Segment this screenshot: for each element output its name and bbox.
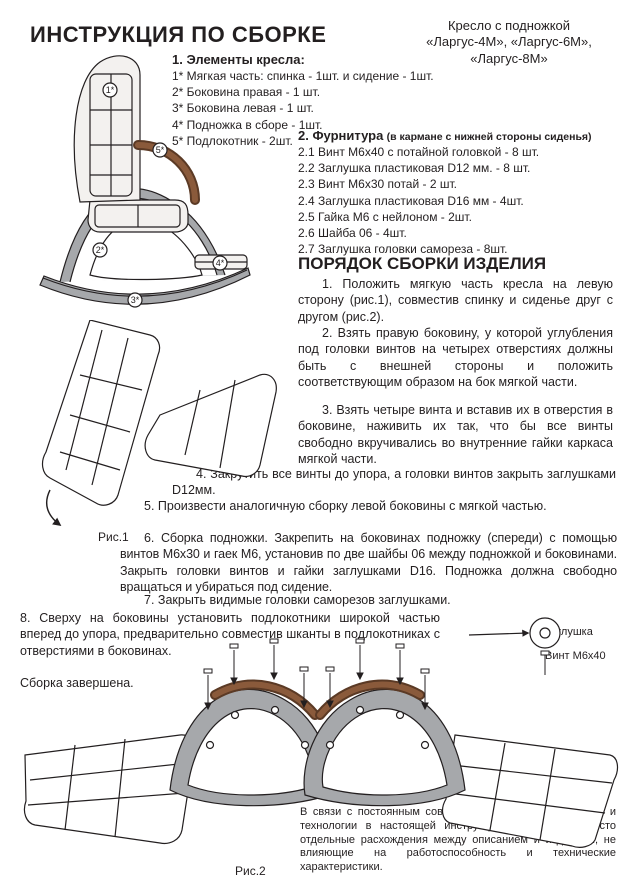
assembly-order-heading: ПОРЯДОК СБОРКИ ИЗДЕЛИЯ [298, 254, 546, 274]
hardware-heading-label: 2. Фурнитура [298, 128, 383, 143]
svg-text:4*: 4* [216, 258, 225, 268]
hardware-list: 2.1 Винт М6х40 с потайной головкой - 8 ш… [298, 144, 539, 257]
hardware-item: 2.4 Заглушка пластиковая D16 мм - 4шт. [298, 193, 539, 209]
product-name: Кресло с подножкой «Ларгус-4М», «Ларгус-… [399, 18, 619, 67]
product-line-2: «Ларгус-4М», «Ларгус-6М», [426, 34, 592, 49]
hardware-item: 2.2 Заглушка пластиковая D12 мм. - 8 шт. [298, 160, 539, 176]
hardware-item: 2.5 Гайка М6 с нейлоном - 2шт. [298, 209, 539, 225]
svg-text:2*: 2* [96, 245, 105, 255]
figure-main-chair: 1* 5* 2* 4* 3* [20, 50, 270, 330]
svg-text:3*: 3* [131, 295, 140, 305]
hardware-item: 2.1 Винт М6х40 с потайной головкой - 8 ш… [298, 144, 539, 160]
figure-1-cushions [30, 320, 290, 530]
page-title: ИНСТРУКЦИЯ ПО СБОРКЕ [30, 22, 326, 48]
assembly-instruction-page: ИНСТРУКЦИЯ ПО СБОРКЕ Кресло с подножкой … [0, 0, 639, 881]
step-2: 2. Взять правую боковину, у которой углу… [298, 325, 613, 390]
hardware-item: 2.6 Шайба 06 - 4шт. [298, 225, 539, 241]
step-1: 1. Положить мягкую часть кресла на левую… [298, 276, 613, 325]
hardware-heading: 2. Фурнитура (в кармане с нижней стороны… [298, 128, 592, 143]
step-7: 7. Закрыть видимые головки саморезов заг… [120, 592, 617, 608]
hardware-item: 2.3 Винт М6х30 потай - 2 шт. [298, 176, 539, 192]
step-6: 6. Сборка подножки. Закрепить на боковин… [120, 530, 617, 595]
step-3: 3. Взять четыре винта и вставив их в отв… [298, 402, 613, 467]
hardware-note: (в кармане с нижней стороны сиденья) [387, 131, 592, 143]
product-line-3: «Ларгус-8М» [470, 51, 547, 66]
figure-2-assembly [20, 615, 620, 870]
figure-1-label: Рис.1 [98, 530, 129, 544]
svg-text:5*: 5* [156, 145, 165, 155]
svg-text:1*: 1* [106, 85, 115, 95]
product-line-1: Кресло с подножкой [448, 18, 570, 33]
